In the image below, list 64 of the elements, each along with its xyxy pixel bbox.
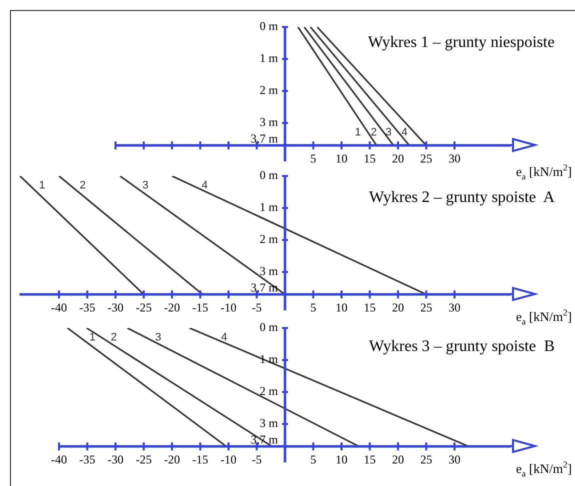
text: Wykres 2 – grunty spoiste A (369, 188, 555, 208)
x-tick-label: -5 (252, 300, 262, 315)
y-tick-label: 1 m (260, 200, 279, 214)
x-tick-label: -40 (51, 452, 67, 467)
y-tick-label: 2 m (260, 83, 279, 98)
series-label: 2 (110, 332, 117, 344)
y-tick-label: 0 m (260, 168, 279, 182)
y-tick-label: 3,7 m (250, 132, 279, 146)
y-tick-label: 3 m (260, 416, 279, 430)
y-tick-label: 2 m (260, 232, 279, 246)
chart-title: Wykres 1 – grunty niespoiste (368, 33, 555, 53)
x-tick-label: -15 (192, 300, 208, 315)
x-axis-title: e$_{a}$ [kN/m$^{2}$] (516, 308, 572, 327)
x-tick-label: 15 (364, 452, 376, 467)
series-label: 1 (354, 126, 362, 139)
series-label: 1 (89, 332, 96, 344)
y-tick-label: 0 m (260, 320, 279, 334)
x-tick-label: -10 (220, 300, 236, 315)
y-tick-label: 0 m (260, 19, 279, 34)
x-tick-label: 10 (336, 152, 348, 166)
x-tick-label: 30 (448, 152, 460, 166)
x-tick-label: 30 (448, 452, 460, 467)
series-label: 3 (142, 180, 149, 192)
x-tick-label: -15 (192, 452, 208, 467)
x-tick-label: 5 (310, 152, 316, 166)
x-tick-label: 25 (420, 300, 432, 315)
x-tick-label: 10 (336, 300, 348, 315)
x-tick-label: -20 (164, 452, 180, 467)
y-tick-label: 2 m (260, 384, 279, 398)
series-label: 2 (370, 126, 377, 139)
x-tick-label: 20 (392, 152, 404, 166)
x-tick-label: 30 (448, 300, 460, 315)
x-tick-label: 5 (310, 452, 316, 467)
x-tick-label: 25 (420, 452, 432, 467)
x-tick-label: -40 (51, 300, 67, 315)
y-tick-label: 3 m (260, 264, 279, 278)
x-tick-label: 20 (392, 452, 404, 467)
x-tick-label: 20 (392, 300, 404, 315)
x-tick-label: 15 (364, 300, 376, 315)
y-tick-label: 3 m (260, 115, 279, 130)
series-label: 2 (80, 180, 86, 192)
x-tick-label: 15 (364, 152, 376, 166)
series-label: 4 (401, 126, 408, 139)
text: Wykres 3 – grunty spoiste B (369, 337, 555, 358)
x-tick-label: -10 (220, 452, 236, 467)
x-tick-label: -25 (136, 452, 152, 467)
x-tick-label: 25 (420, 152, 432, 166)
series-label: 3 (385, 126, 392, 139)
x-tick-label: -30 (108, 300, 124, 315)
x-tick-label: -35 (79, 300, 96, 315)
x-tick-label: -35 (79, 452, 96, 467)
x-axis-title: e$_{a}$ [kN/m$^{2}$] (516, 163, 572, 182)
x-tick-label: 10 (336, 452, 348, 467)
x-tick-label: -30 (108, 452, 124, 467)
x-axis-title: e$_{a}$ [kN/m$^{2}$] (516, 460, 572, 479)
x-tick-label: 5 (310, 300, 316, 315)
series-label: 4 (221, 332, 228, 344)
x-tick-label: -20 (164, 300, 180, 315)
x-tick-label: -25 (136, 300, 152, 315)
x-tick-label: -5 (252, 452, 262, 467)
y-tick-label: 1 m (260, 51, 279, 66)
series-label: 1 (39, 180, 46, 192)
series-label: 4 (202, 180, 208, 192)
series-label: 3 (155, 332, 162, 344)
